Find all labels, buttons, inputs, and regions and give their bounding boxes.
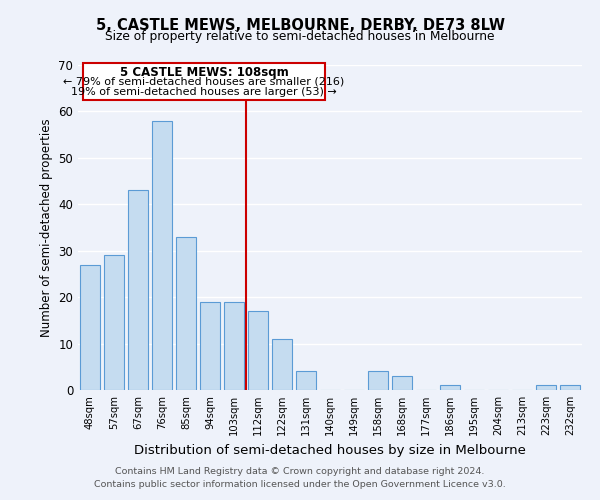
Bar [200,302,220,390]
X-axis label: Distribution of semi-detached houses by size in Melbourne: Distribution of semi-detached houses by … [134,444,526,456]
Bar [368,372,388,390]
Text: 5, CASTLE MEWS, MELBOURNE, DERBY, DE73 8LW: 5, CASTLE MEWS, MELBOURNE, DERBY, DE73 8… [95,18,505,32]
Y-axis label: Number of semi-detached properties: Number of semi-detached properties [40,118,53,337]
Text: Contains public sector information licensed under the Open Government Licence v3: Contains public sector information licen… [94,480,506,489]
Bar [296,372,316,390]
Bar [80,264,100,390]
Bar [224,302,244,390]
Bar [104,256,124,390]
Bar [392,376,412,390]
Bar [560,386,580,390]
Bar [152,120,172,390]
Bar [272,339,292,390]
Text: Size of property relative to semi-detached houses in Melbourne: Size of property relative to semi-detach… [105,30,495,43]
Text: ← 79% of semi-detached houses are smaller (216): ← 79% of semi-detached houses are smalle… [64,76,344,86]
Text: Contains HM Land Registry data © Crown copyright and database right 2024.: Contains HM Land Registry data © Crown c… [115,467,485,476]
Bar [176,237,196,390]
Text: 5 CASTLE MEWS: 108sqm: 5 CASTLE MEWS: 108sqm [119,66,289,79]
Text: 19% of semi-detached houses are larger (53) →: 19% of semi-detached houses are larger (… [71,88,337,98]
FancyBboxPatch shape [83,62,325,100]
Bar [128,190,148,390]
Bar [440,386,460,390]
Bar [248,311,268,390]
Bar [536,386,556,390]
